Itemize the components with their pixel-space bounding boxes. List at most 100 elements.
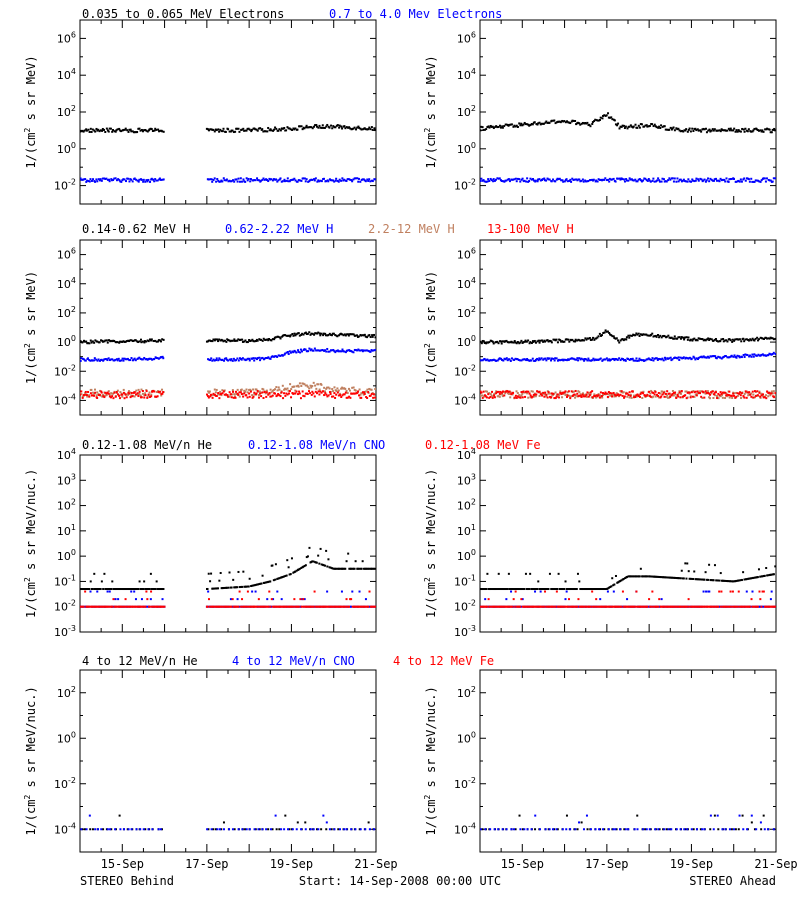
y-tick-label: 10-2 — [454, 599, 476, 614]
data-point — [141, 340, 144, 343]
data-point — [524, 339, 527, 342]
data-point — [108, 178, 111, 181]
data-point — [529, 396, 532, 399]
data-point — [678, 358, 681, 361]
data-point — [498, 124, 501, 127]
data-point — [710, 178, 713, 181]
data-point — [537, 339, 540, 342]
data-point — [118, 814, 121, 817]
data-point — [88, 395, 91, 398]
data-point — [280, 828, 283, 831]
y-tick-label: 106 — [57, 30, 76, 45]
data-point — [265, 395, 268, 398]
data-point — [215, 388, 218, 391]
data-point — [666, 390, 669, 393]
data-point — [243, 358, 246, 361]
data-point — [356, 567, 359, 570]
y-tick-label: 10-4 — [454, 392, 476, 407]
data-point — [613, 119, 616, 122]
data-point — [609, 333, 612, 336]
data-point — [606, 590, 609, 593]
data-point — [555, 338, 558, 341]
data-point — [651, 123, 654, 126]
data-point — [691, 395, 694, 398]
data-point — [711, 355, 714, 358]
data-point — [555, 590, 558, 593]
data-point — [365, 396, 368, 399]
data-point — [369, 128, 372, 131]
data-point — [96, 396, 99, 399]
data-point — [610, 116, 613, 119]
data-point — [133, 605, 136, 608]
data-point — [515, 342, 518, 345]
data-point — [490, 588, 493, 591]
data-point — [689, 577, 692, 580]
data-point — [743, 605, 746, 608]
data-point — [359, 349, 362, 352]
data-point — [497, 177, 500, 180]
y-tick-label: 102 — [57, 305, 76, 320]
data-point — [484, 390, 487, 393]
data-point — [741, 127, 744, 130]
data-point — [254, 605, 257, 608]
data-point — [297, 332, 300, 335]
data-point — [571, 394, 574, 397]
data-point — [711, 179, 714, 182]
data-point — [311, 127, 314, 130]
data-point — [231, 179, 234, 182]
data-point — [508, 358, 511, 361]
data-point — [653, 180, 656, 183]
data-point — [554, 397, 557, 400]
data-point — [536, 180, 539, 183]
data-point — [762, 177, 765, 180]
data-point — [132, 605, 135, 608]
data-point — [487, 359, 490, 362]
data-point — [709, 397, 712, 400]
data-point — [225, 357, 228, 360]
data-point — [316, 383, 319, 386]
data-point — [660, 124, 663, 127]
data-point — [117, 605, 120, 608]
data-point — [279, 354, 282, 357]
data-point — [85, 828, 88, 831]
data-point — [763, 396, 766, 399]
data-point — [682, 336, 685, 339]
data-point — [309, 392, 312, 395]
data-point — [667, 605, 670, 608]
data-point — [679, 337, 682, 340]
data-point — [737, 338, 740, 341]
data-point — [686, 338, 689, 341]
data-point — [550, 119, 553, 122]
data-point — [336, 391, 339, 394]
data-point — [555, 395, 558, 398]
data-point — [762, 605, 765, 608]
data-point — [297, 349, 300, 352]
data-point — [91, 128, 94, 131]
data-point — [93, 572, 96, 575]
data-point — [499, 588, 502, 591]
data-point — [605, 392, 608, 395]
data-point — [262, 388, 265, 391]
data-point — [749, 354, 752, 357]
data-point — [738, 356, 741, 359]
data-point — [113, 605, 116, 608]
data-point — [257, 396, 260, 399]
data-point — [486, 341, 489, 344]
data-point — [611, 393, 614, 396]
data-point — [80, 359, 82, 362]
data-point — [80, 605, 83, 608]
data-point — [263, 581, 266, 584]
data-point — [602, 358, 605, 361]
data-point — [589, 125, 592, 128]
data-point — [249, 390, 252, 393]
data-point — [759, 336, 762, 339]
data-point — [106, 590, 109, 593]
data-point — [206, 393, 209, 396]
data-point — [647, 178, 650, 181]
data-point — [158, 130, 161, 133]
data-point — [554, 122, 557, 125]
data-point — [556, 588, 559, 591]
data-point — [238, 395, 241, 398]
data-point — [259, 359, 262, 362]
data-point — [643, 359, 646, 362]
